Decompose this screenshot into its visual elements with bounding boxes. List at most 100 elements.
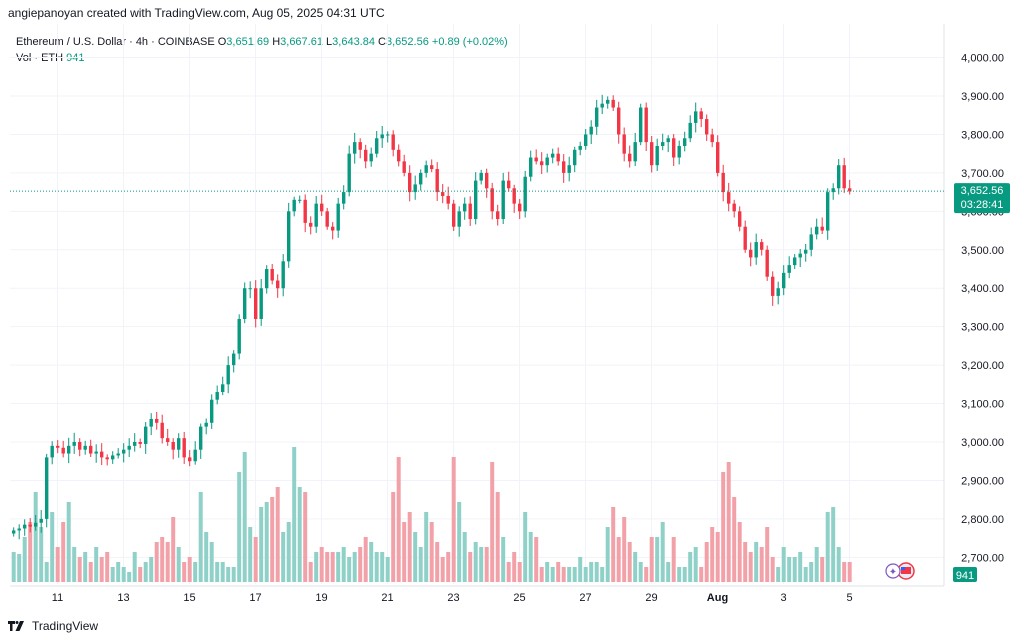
volume-bar	[231, 567, 236, 582]
tradingview-logo-icon	[8, 621, 24, 631]
candle-body	[248, 288, 252, 290]
candle-body	[138, 442, 142, 444]
volume-bar	[490, 462, 495, 582]
volume-bar	[792, 557, 797, 582]
x-tick-label: 27	[579, 592, 591, 604]
volume-bar	[770, 557, 775, 582]
candle-body	[342, 192, 346, 204]
candle-body	[771, 276, 775, 296]
candle-body	[270, 269, 274, 281]
x-tick-label: Aug	[707, 592, 728, 604]
candle-body	[67, 445, 71, 454]
volume-bar	[622, 517, 627, 582]
candle-body	[501, 180, 505, 220]
candle-body	[512, 188, 516, 204]
candle-body	[710, 134, 714, 143]
candle-body	[831, 188, 835, 193]
candle-body	[617, 107, 621, 135]
candle-body	[419, 172, 423, 185]
volume-bar	[737, 522, 742, 582]
x-tick-label: 11	[52, 592, 63, 604]
price-axis[interactable]: 4,000.003,900.003,800.003,700.003,600.00…	[961, 53, 1004, 565]
candle-body	[562, 161, 566, 173]
volume-bar	[28, 522, 33, 582]
sparkle-icon[interactable]: ✦	[885, 563, 901, 579]
volume-bar	[220, 562, 225, 582]
candle-body	[749, 249, 753, 258]
volume-bar	[754, 542, 759, 582]
candle-body	[34, 522, 38, 527]
volume-bar	[341, 547, 346, 582]
volume-bar	[534, 537, 539, 582]
volume-bar	[358, 547, 363, 582]
candle-body	[413, 184, 417, 193]
volume-bar	[105, 552, 110, 582]
candle-body	[215, 392, 219, 400]
candle-body	[386, 134, 390, 136]
candle-body	[61, 447, 65, 454]
candle-body	[380, 134, 384, 139]
volume-bar	[704, 542, 709, 582]
y-tick-label: 3,900.00	[961, 91, 1004, 103]
candle-body	[17, 528, 21, 531]
volume-bar	[506, 562, 511, 582]
candle-body	[83, 445, 87, 450]
candle-body	[468, 203, 472, 220]
volume-bar	[418, 547, 423, 582]
volume-bar	[484, 547, 489, 582]
symbol-label[interactable]: Ethereum / U.S. Dollar · 4h · COINBASE	[16, 36, 215, 48]
volume-bar	[842, 562, 847, 582]
volume-bar	[468, 552, 473, 582]
candle-body	[452, 203, 456, 227]
candle-body	[188, 457, 192, 462]
volume-bar	[121, 567, 126, 582]
volume-bar	[385, 557, 390, 582]
volume-bar	[50, 512, 55, 582]
volume-bar	[545, 562, 550, 582]
volume-bar	[407, 512, 412, 582]
candle-body	[540, 161, 544, 166]
volume-bar	[286, 522, 291, 582]
volume-bar	[803, 567, 808, 582]
open-value: 3,651.69	[226, 36, 270, 48]
candle-body	[672, 138, 676, 158]
volume-bar	[836, 547, 841, 582]
candle-body	[430, 165, 434, 170]
candle-body	[166, 438, 170, 442]
volume-bar	[193, 562, 198, 582]
volume-bar	[17, 554, 22, 582]
volume-bar	[61, 522, 66, 582]
candle-body	[815, 226, 819, 235]
time-axis[interactable]: 11 13 15 17 19 21 23 25 27 29 Aug 3 5	[52, 592, 853, 604]
low-label: L	[326, 36, 333, 48]
volume-bar	[479, 547, 484, 582]
volume-bar	[699, 567, 704, 582]
candle-body	[50, 445, 54, 458]
candle-body	[721, 172, 725, 193]
candle-body	[446, 195, 450, 204]
volume-bar	[759, 547, 764, 582]
candle-body	[435, 169, 439, 193]
candle-body	[661, 142, 665, 146]
candle-body	[226, 365, 230, 385]
candle-body	[160, 422, 164, 439]
volume-bar	[435, 542, 440, 582]
volume-bar	[765, 527, 770, 582]
volume-bar	[369, 542, 374, 582]
volume-bar	[633, 552, 638, 582]
y-tick-label: 3,800.00	[961, 129, 1004, 141]
volume-bar	[275, 487, 280, 582]
candle-body	[298, 199, 302, 201]
candle-body	[364, 149, 368, 162]
volume-bar	[666, 562, 671, 582]
volume-bar	[561, 567, 566, 582]
volume-bar	[677, 567, 682, 582]
candle-body	[281, 261, 285, 289]
volume-bar	[44, 562, 49, 582]
volume-bar	[33, 492, 38, 582]
candle-body	[518, 203, 522, 212]
candle-body	[578, 145, 582, 150]
y-tick-label: 4,000.00	[961, 53, 1004, 65]
volume-bar	[649, 537, 654, 582]
